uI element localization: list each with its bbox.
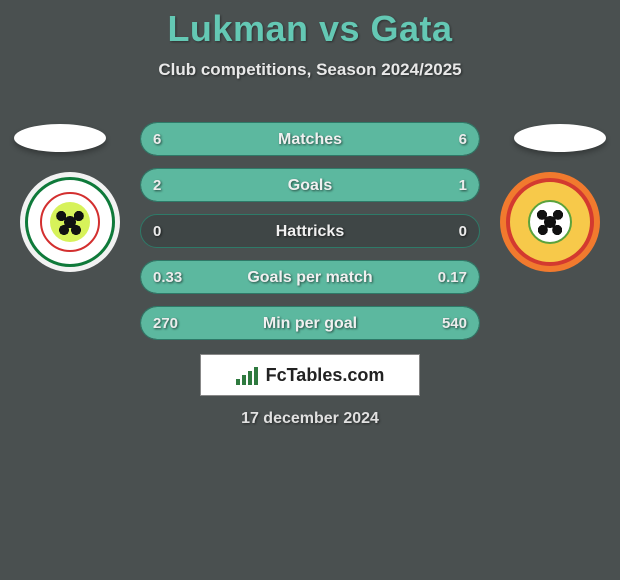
stat-label: Goals (141, 169, 479, 202)
stat-value-right: 540 (442, 307, 467, 340)
brand-text: FcTables.com (266, 365, 385, 386)
bar-chart-icon (236, 365, 260, 385)
icon-bar (248, 371, 252, 385)
page-subtitle: Club competitions, Season 2024/2025 (0, 60, 620, 80)
page-title: Lukman vs Gata (0, 0, 620, 50)
date-text: 17 december 2024 (0, 410, 620, 428)
stat-row: 0.33Goals per match0.17 (140, 260, 480, 294)
stat-value-right: 0.17 (438, 261, 467, 294)
stat-row: 270Min per goal540 (140, 306, 480, 340)
brand-box: FcTables.com (200, 354, 420, 396)
soccer-ball-icon (528, 200, 572, 244)
stat-row: 0Hattricks0 (140, 214, 480, 248)
club-badge-left (20, 172, 120, 272)
icon-bar (236, 379, 240, 385)
icon-bar (242, 375, 246, 385)
stat-label: Min per goal (141, 307, 479, 340)
stat-label: Matches (141, 123, 479, 156)
player-marker-left (14, 124, 106, 152)
stat-row: 2Goals1 (140, 168, 480, 202)
soccer-ball-icon (50, 202, 90, 242)
icon-bar (254, 367, 258, 385)
player-marker-right (514, 124, 606, 152)
stat-label: Hattricks (141, 215, 479, 248)
club-badge-right (500, 172, 600, 272)
stat-label: Goals per match (141, 261, 479, 294)
stat-row: 6Matches6 (140, 122, 480, 156)
stats-panel: 6Matches6 2Goals1 0Hattricks0 0.33Goals per… (140, 122, 480, 352)
stat-value-right: 6 (459, 123, 467, 156)
stat-value-right: 1 (459, 169, 467, 202)
stat-value-right: 0 (459, 215, 467, 248)
